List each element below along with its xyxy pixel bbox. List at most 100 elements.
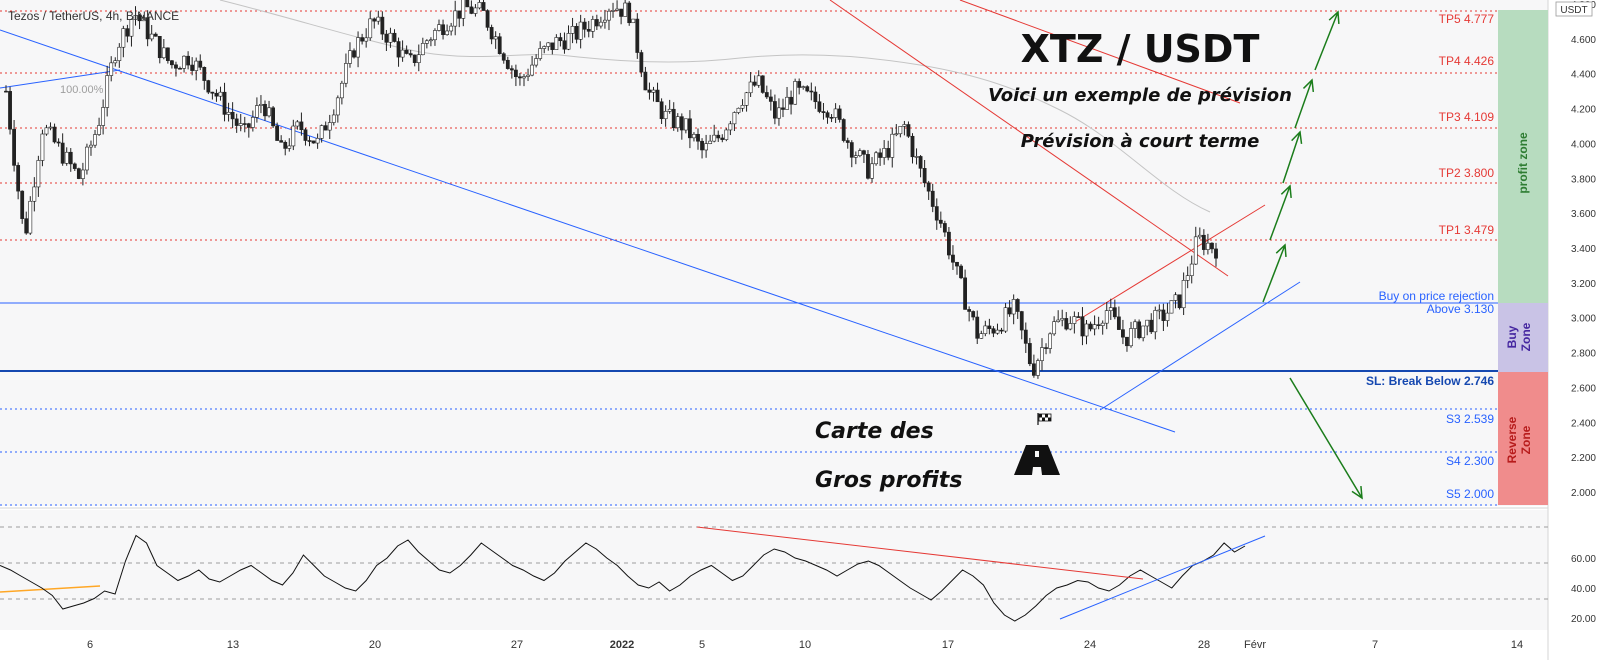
price-tick-label: 3.800 (1571, 174, 1596, 185)
candle (1129, 321, 1133, 348)
candle (518, 72, 522, 86)
price-tick-label: 4.600 (1571, 35, 1596, 46)
candle (817, 94, 822, 114)
candle (85, 143, 89, 175)
candle (1108, 298, 1113, 320)
candle (481, 0, 486, 11)
candle (267, 100, 271, 118)
candle (655, 82, 660, 103)
candle (1064, 312, 1069, 331)
candle (113, 57, 118, 67)
candle (983, 320, 988, 337)
price-tick-label: 3.000 (1571, 314, 1596, 325)
candle (457, 10, 462, 28)
candle (445, 24, 450, 36)
tp2-label: TP2 3.800 (1439, 166, 1495, 180)
candle (109, 56, 114, 82)
candle (764, 85, 769, 99)
price-tick-label: 4.200 (1571, 105, 1596, 116)
price-axis[interactable]: 4.8004.6004.4004.2004.0003.8003.6003.400… (1571, 0, 1596, 499)
candle (708, 134, 713, 145)
candle (1161, 303, 1166, 331)
time-tick-label: 20 (369, 639, 381, 651)
long-blue-trendline (0, 29, 1176, 433)
candle (667, 99, 672, 114)
candle (942, 220, 947, 237)
candle (562, 32, 567, 54)
candle (619, 8, 624, 25)
candle (303, 128, 308, 146)
candle (424, 39, 429, 49)
forecast-arrow (1289, 377, 1363, 500)
oscillator-axis[interactable]: 60.00 40.00 20.00 (1571, 554, 1596, 625)
candle (890, 127, 895, 168)
candle (149, 25, 154, 42)
candle (437, 19, 441, 32)
s3-label: S3 2.539 (1446, 412, 1494, 426)
candle (768, 89, 773, 111)
candle (12, 120, 16, 172)
candle (971, 310, 976, 321)
chart-title: XTZ / USDT (1021, 27, 1260, 71)
candle (473, 4, 478, 17)
candle (121, 25, 126, 58)
candle (489, 24, 494, 45)
price-levels (0, 10, 1498, 506)
candle (170, 59, 174, 69)
candle (400, 40, 405, 62)
candle (295, 120, 300, 130)
candle (364, 28, 369, 48)
candle (1019, 310, 1024, 340)
time-tick-label: 27 (511, 639, 523, 651)
candle (1052, 316, 1057, 336)
oscillator-tick-label: 60.00 (1571, 554, 1596, 565)
price-tick-label: 4.000 (1571, 139, 1596, 150)
candle (250, 110, 255, 132)
candle (271, 106, 275, 128)
oscillator-line (0, 534, 1246, 622)
candle (736, 107, 741, 115)
candle (210, 91, 215, 100)
candle (299, 112, 304, 136)
candle (368, 11, 373, 41)
candle (752, 75, 757, 87)
candle (89, 140, 93, 156)
candle (234, 113, 239, 133)
candle (218, 86, 223, 101)
candle (238, 113, 243, 132)
chequered-flag-icon (1037, 413, 1052, 425)
candle (105, 65, 110, 117)
candle (1044, 343, 1048, 355)
candle (48, 122, 53, 131)
candle (80, 162, 85, 186)
candle (696, 128, 700, 150)
reverse-zone-label-1: Reverse (1505, 416, 1519, 463)
candle (841, 118, 846, 143)
buy-label-1: Buy on price rejection (1379, 289, 1494, 303)
oscillator-pane[interactable] (0, 510, 1548, 630)
price-pane[interactable] (0, 0, 1548, 506)
candle (1165, 303, 1170, 327)
candle (97, 117, 101, 136)
candle (934, 198, 939, 230)
candle (837, 105, 842, 123)
candle (4, 85, 8, 93)
candle (995, 323, 1000, 335)
candle (396, 37, 401, 67)
candle (461, 0, 466, 27)
candle (52, 123, 57, 144)
candle (530, 56, 534, 77)
candle (987, 318, 992, 335)
candle (813, 86, 818, 109)
candle (732, 111, 737, 132)
candle (578, 14, 583, 49)
buy-zone (1498, 303, 1548, 372)
candle (8, 86, 12, 135)
candle (1169, 300, 1174, 314)
candle (700, 138, 704, 159)
oscillator-tick-label: 20.00 (1571, 614, 1596, 625)
time-axis[interactable]: 6 13 20 27 2022 5 10 17 24 28 Févr 7 14 (87, 639, 1523, 651)
candle (60, 133, 65, 166)
candle (603, 9, 607, 29)
